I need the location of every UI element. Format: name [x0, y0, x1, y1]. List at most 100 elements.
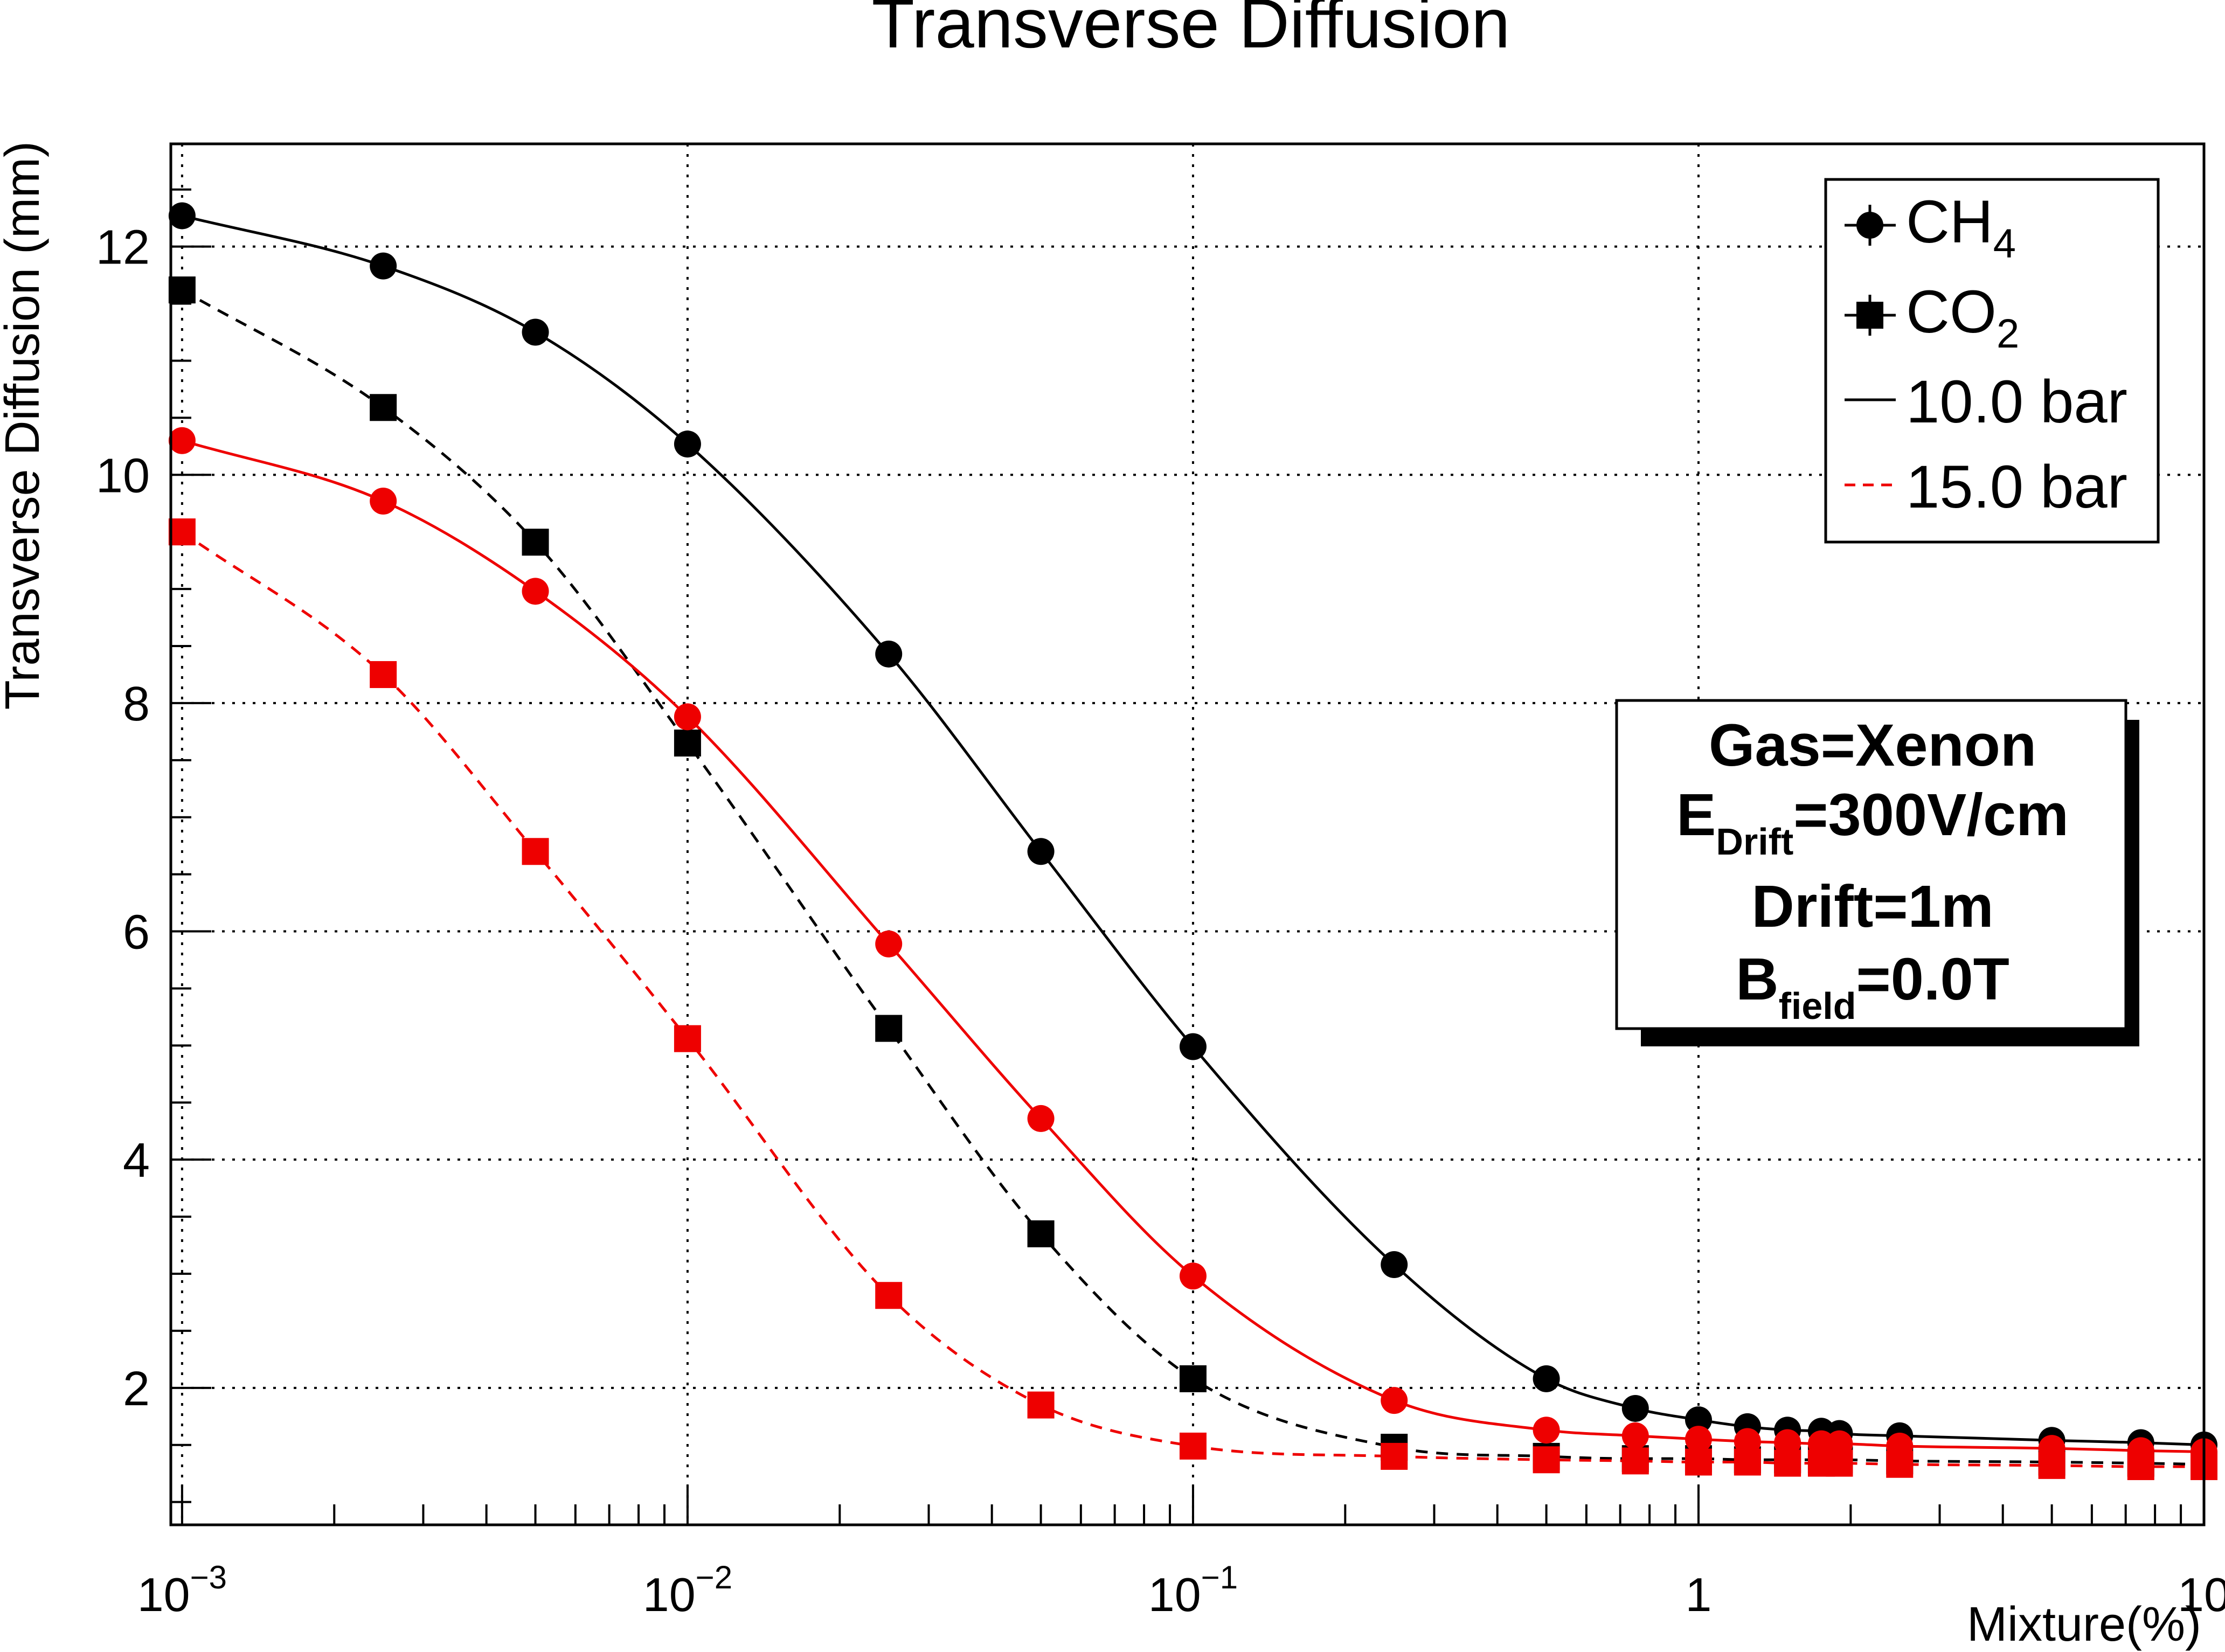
data-point: [875, 640, 903, 668]
legend-label: 10.0 bar: [1906, 368, 2127, 435]
data-point: [1533, 1446, 1560, 1474]
data-point: [1621, 1394, 1649, 1422]
y-tick-label: 6: [123, 906, 150, 960]
series-line: [182, 214, 2205, 1447]
series-line: [181, 288, 2205, 1466]
data-point: [1381, 1442, 1408, 1470]
data-point: [168, 518, 196, 546]
info-line: Bfield=0.0T: [1736, 946, 2009, 1027]
data-point: [2038, 1452, 2065, 1479]
data-point: [1179, 1262, 1207, 1290]
plot-frame: [169, 142, 2206, 1526]
data-point: [1826, 1449, 1853, 1477]
data-point: [875, 1015, 903, 1042]
legend-label: 15.0 bar: [1906, 453, 2127, 520]
data-point: [1774, 1429, 1801, 1456]
info-line-subscript: Drift: [1716, 821, 1793, 863]
y-tick-label: 10: [96, 449, 150, 503]
data-point: [522, 529, 549, 556]
data-point: [1685, 1448, 1712, 1476]
data-point: [1179, 1033, 1207, 1060]
data-points: [168, 202, 2217, 1480]
series-line: [181, 531, 2204, 1468]
data-point: [674, 730, 701, 757]
data-point: [674, 1025, 701, 1052]
data-point: [1179, 1432, 1207, 1460]
data-point: [1381, 1387, 1408, 1414]
data-point: [1027, 1105, 1055, 1132]
data-point: [1685, 1426, 1712, 1453]
data-point: [1179, 1365, 1207, 1392]
data-point: [1774, 1449, 1801, 1477]
data-point: [370, 661, 397, 688]
legend-box: [1824, 178, 2160, 544]
data-point: [370, 487, 397, 515]
legend-marker: [1856, 212, 1883, 239]
data-point: [370, 252, 397, 280]
data-point: [1027, 838, 1055, 865]
data-point: [1886, 1450, 1914, 1478]
legend-label-subscript: 4: [1993, 221, 2016, 267]
y-tick-label: 2: [123, 1362, 150, 1416]
info-line: Drift=1m: [1751, 873, 1993, 940]
legend-entry: 10.0 bar: [1845, 368, 2127, 435]
data-point: [674, 703, 701, 731]
x-tick-label: 10−3: [137, 1559, 227, 1621]
info-line-subscript: field: [1779, 985, 1856, 1027]
data-point: [1734, 1428, 1761, 1455]
data-point: [1381, 1251, 1408, 1279]
data-point: [522, 578, 549, 605]
data-point: [1027, 1391, 1055, 1419]
data-point: [875, 1282, 903, 1309]
info-line-main: E: [1676, 782, 1716, 848]
x-tick-label: 10: [2178, 1568, 2225, 1621]
y-tick-label: 4: [123, 1134, 150, 1188]
legend-marker: [1856, 302, 1883, 329]
x-tick-base: 10: [643, 1568, 696, 1621]
data-point: [168, 202, 196, 230]
grid: [171, 144, 2205, 1525]
legend-label: CH4: [1906, 188, 2016, 267]
x-tick-label: 10−1: [1148, 1559, 1238, 1621]
x-axis-label: Mixture(%): [1967, 1598, 2201, 1651]
data-point: [1533, 1417, 1560, 1444]
data-point: [2127, 1453, 2154, 1480]
x-tick-exponent: −3: [190, 1559, 227, 1595]
data-point: [1027, 1220, 1055, 1247]
x-tick-exponent: −2: [696, 1559, 732, 1595]
data-point: [1621, 1422, 1649, 1449]
legend: CH4 CO2 10.0 bar 15.0 bar: [1824, 178, 2160, 544]
data-point: [168, 427, 196, 454]
legend-label-main: 10.0 bar: [1906, 368, 2127, 435]
legend-label-main: 15.0 bar: [1906, 453, 2127, 520]
data-point: [522, 838, 549, 865]
info-line-main: Drift=1m: [1751, 873, 1993, 940]
info-line: Gas=Xenon: [1709, 712, 2036, 779]
series-line: [182, 439, 2205, 1453]
series-lines: [181, 214, 2205, 1468]
info-line-main: Gas=Xenon: [1709, 712, 2036, 779]
data-point: [674, 431, 701, 458]
x-tick-base: 10: [1148, 1568, 1201, 1621]
data-point: [168, 276, 196, 304]
legend-entry: CO2: [1845, 278, 2019, 357]
x-tick-base: 10: [2178, 1568, 2225, 1621]
info-line-rest: =300V/cm: [1793, 782, 2069, 848]
x-tick-base: 10: [137, 1568, 190, 1621]
legend-label-main: CH: [1906, 188, 1993, 255]
data-point: [370, 394, 397, 421]
y-axis-label: Transverse Diffusion (mm): [0, 141, 50, 710]
y-tick-label: 8: [123, 677, 150, 731]
info-line: EDrift=300V/cm: [1676, 782, 2069, 863]
y-tick-label: 12: [96, 221, 150, 275]
legend-label-subscript: 2: [1997, 311, 2019, 357]
data-point: [1734, 1448, 1761, 1476]
data-point: [1533, 1365, 1560, 1392]
x-tick-base: 1: [1685, 1568, 1711, 1621]
legend-entry: 15.0 bar: [1845, 453, 2127, 520]
info-line-main: B: [1736, 946, 1778, 1012]
data-point: [522, 318, 549, 346]
x-tick-label: 1: [1685, 1568, 1711, 1621]
